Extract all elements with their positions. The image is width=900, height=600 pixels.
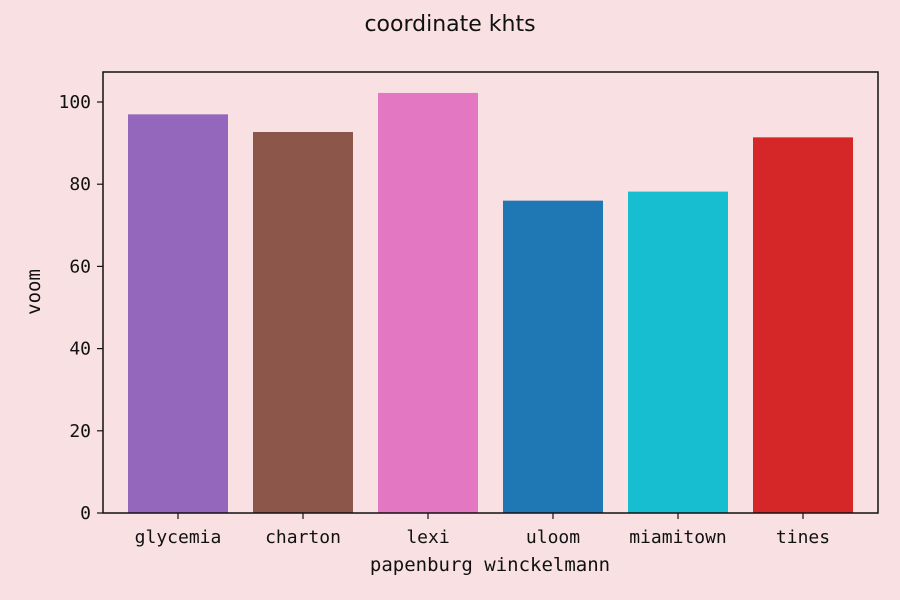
x-tick-label: tines	[776, 527, 830, 548]
axes-frame	[102, 71, 879, 514]
bar-miamitown	[628, 191, 728, 513]
y-tick-label: 100	[58, 92, 91, 113]
plot-area	[128, 92, 853, 514]
y-tick-label: 0	[80, 503, 91, 524]
y-axis-ticks: 0 20 40 60 80 100	[58, 92, 103, 524]
x-tick-label: uloom	[526, 527, 580, 548]
x-tick-label: miamitown	[629, 527, 727, 548]
y-tick-label: 40	[69, 339, 91, 360]
x-tick-label: glycemia	[135, 527, 222, 548]
y-tick-label: 80	[69, 174, 91, 195]
chart-title: coordinate khts	[364, 12, 535, 37]
bar-charton	[253, 132, 353, 513]
x-tick-label: charton	[265, 527, 341, 548]
x-axis-label: papenburg winckelmann	[370, 554, 610, 576]
bar-lexi	[378, 92, 478, 513]
x-axis-ticks: glycemia charton lexi uloom miamitown tines	[135, 513, 830, 548]
bar-uloom	[503, 200, 603, 513]
bar-tines	[753, 137, 853, 513]
y-axis-label: voom	[23, 269, 45, 315]
y-tick-label: 60	[69, 256, 91, 277]
y-tick-label: 20	[69, 421, 91, 442]
x-tick-label: lexi	[406, 527, 449, 548]
bar-glycemia	[128, 114, 228, 514]
